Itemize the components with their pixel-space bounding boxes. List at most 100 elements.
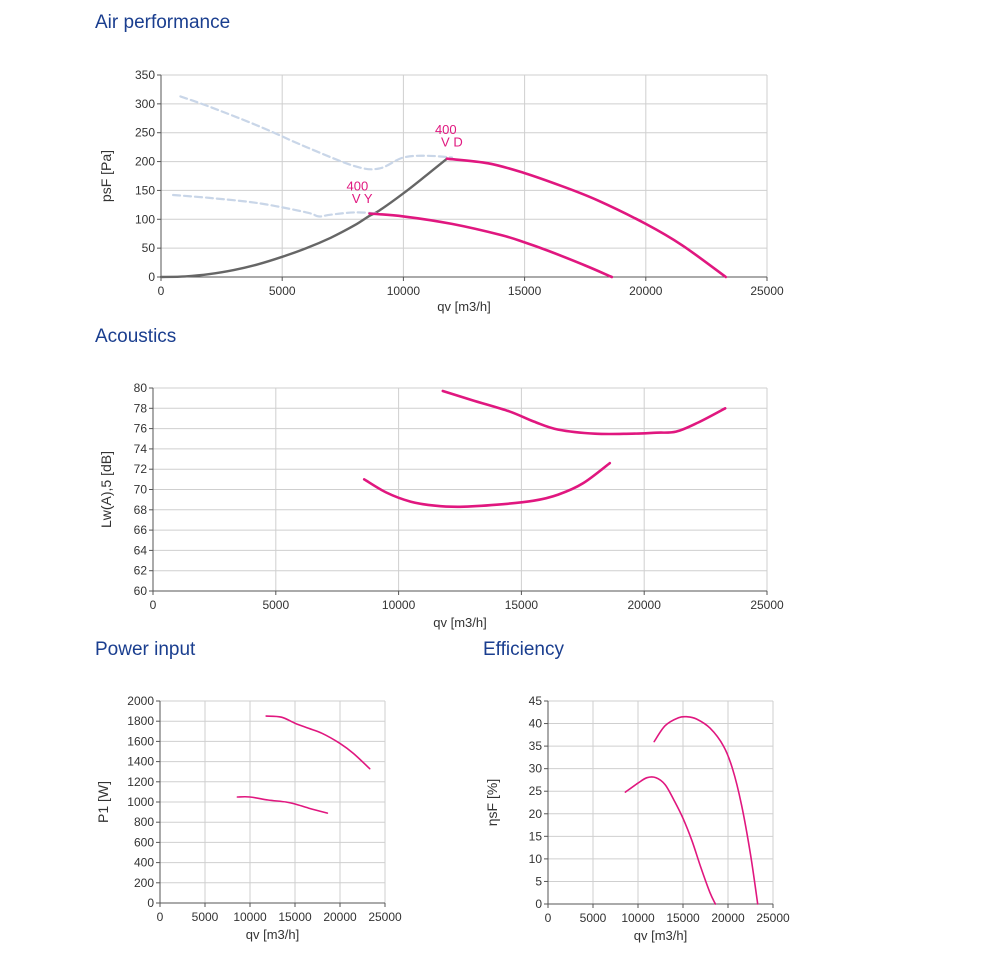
y-tick-label: 800 — [134, 815, 154, 829]
x-tick-label: 10000 — [233, 910, 267, 924]
y-axis-label: psF [Pa] — [98, 150, 114, 202]
y-tick-label: 400 — [134, 856, 154, 870]
y-tick-label: 15 — [529, 829, 543, 843]
x-tick-label: 0 — [158, 284, 165, 298]
y-tick-label: 1200 — [127, 775, 154, 789]
x-tick-label: 5000 — [262, 598, 289, 612]
x-tick-label: 20000 — [629, 284, 663, 298]
y-tick-label: 45 — [529, 694, 543, 708]
grid — [160, 74, 768, 278]
y-tick-label: 50 — [142, 241, 156, 255]
y-tick-label: 1000 — [127, 795, 154, 809]
y-tick-label: 0 — [535, 897, 542, 911]
series-line-characteristic — [445, 157, 728, 279]
series-line-limit — [172, 193, 381, 218]
grid — [547, 700, 774, 905]
y-tick-label: 250 — [135, 126, 155, 140]
y-tick-label: 0 — [147, 896, 154, 910]
y-tick-label: 40 — [529, 717, 543, 731]
x-tick-label: 15000 — [505, 598, 539, 612]
section-title-air: Air performance — [95, 12, 231, 33]
y-tick-label: 74 — [134, 442, 148, 456]
y-tick-label: 200 — [135, 155, 155, 169]
series-line-characteristic — [624, 776, 717, 905]
x-tick-label: 10000 — [621, 911, 655, 925]
grid — [159, 700, 386, 904]
series-line-characteristic — [653, 715, 759, 905]
x-tick-label: 15000 — [278, 910, 312, 924]
series-line-characteristic — [236, 795, 329, 814]
x-tick-label: 20000 — [628, 598, 662, 612]
series-line-limit — [179, 95, 453, 171]
y-tick-label: 600 — [134, 835, 154, 849]
y-tick-label: 300 — [135, 97, 155, 111]
y-tick-label: 25 — [529, 784, 543, 798]
y-tick-label: 80 — [134, 381, 148, 395]
curve-annotation: 400 — [346, 178, 368, 193]
section-title-power: Power input — [95, 639, 196, 660]
y-axis-label: P1 [W] — [95, 781, 111, 823]
y-tick-label: 350 — [135, 68, 155, 82]
series-line-characteristic — [441, 389, 727, 436]
section-title-acoustics: Acoustics — [95, 326, 177, 347]
y-tick-label: 76 — [134, 422, 148, 436]
x-axis-label: qv [m3/h] — [634, 928, 687, 943]
y-tick-label: 1600 — [127, 734, 154, 748]
x-tick-label: 20000 — [711, 911, 745, 925]
y-tick-label: 10 — [529, 852, 543, 866]
y-tick-label: 68 — [134, 503, 148, 517]
curve-annotation: V D — [441, 135, 463, 150]
x-axis-label: qv [m3/h] — [433, 615, 486, 630]
chart-acoustics: 0 5000 10000 15000 20000 25000 60 62 64 66 68 70 72 7… — [98, 381, 784, 630]
y-tick-label: 150 — [135, 183, 155, 197]
series-line-operating — [159, 157, 449, 279]
chart-efficiency: 0 5000 10000 15000 20000 25000 0 5 10 15 20 25 30 35 4… — [484, 694, 790, 943]
x-tick-label: 0 — [157, 910, 164, 924]
y-tick-label: 64 — [134, 543, 148, 557]
y-tick-label: 1400 — [127, 755, 154, 769]
x-tick-label: 25000 — [368, 910, 402, 924]
y-tick-label: 100 — [135, 212, 155, 226]
y-tick-label: 66 — [134, 523, 148, 537]
x-tick-label: 5000 — [580, 911, 607, 925]
x-tick-label: 15000 — [508, 284, 542, 298]
y-tick-label: 60 — [134, 584, 148, 598]
y-axis-label: ηsF [%] — [484, 779, 500, 826]
y-tick-label: 78 — [134, 401, 148, 415]
section-title-efficiency: Efficiency — [483, 639, 564, 660]
y-tick-label: 5 — [535, 874, 542, 888]
y-tick-label: 1800 — [127, 714, 154, 728]
x-tick-label: 10000 — [382, 598, 416, 612]
curve-annotation: V Y — [352, 191, 373, 206]
chart-power: 0 5000 10000 15000 20000 25000 0 200 400 600 800 10… — [95, 694, 402, 942]
y-tick-label: 35 — [529, 739, 543, 753]
x-tick-label: 25000 — [750, 284, 784, 298]
x-axis-label: qv [m3/h] — [246, 927, 299, 942]
y-tick-label: 30 — [529, 762, 543, 776]
chart-air: 0 5000 10000 15000 20000 25000 0 50 100 150 200 250… — [98, 68, 784, 314]
x-tick-label: 20000 — [323, 910, 357, 924]
y-tick-label: 72 — [134, 462, 148, 476]
series-line-characteristic — [265, 715, 371, 770]
series-line-characteristic — [362, 461, 612, 509]
series-line-characteristic — [368, 212, 614, 279]
y-tick-label: 62 — [134, 564, 148, 578]
y-tick-label: 2000 — [127, 694, 154, 708]
y-axis-label: Lw(A),5 [dB] — [98, 451, 114, 528]
y-tick-label: 70 — [134, 483, 148, 497]
y-tick-label: 0 — [148, 270, 155, 284]
x-tick-label: 0 — [150, 598, 157, 612]
y-tick-label: 200 — [134, 876, 154, 890]
x-tick-label: 25000 — [750, 598, 784, 612]
grid — [152, 387, 768, 592]
x-tick-label: 25000 — [756, 911, 790, 925]
x-axis-label: qv [m3/h] — [437, 299, 490, 314]
curve-annotation: 400 — [435, 122, 457, 137]
x-tick-label: 15000 — [666, 911, 700, 925]
x-tick-label: 5000 — [269, 284, 296, 298]
y-tick-label: 20 — [529, 807, 543, 821]
x-tick-label: 0 — [545, 911, 552, 925]
x-tick-label: 10000 — [387, 284, 421, 298]
x-tick-label: 5000 — [192, 910, 219, 924]
